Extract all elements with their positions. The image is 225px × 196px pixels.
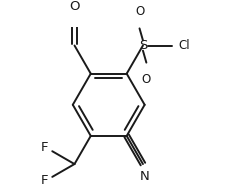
Text: F: F xyxy=(40,141,48,154)
Text: F: F xyxy=(40,174,48,187)
Text: O: O xyxy=(69,0,79,13)
Text: S: S xyxy=(138,39,146,52)
Text: O: O xyxy=(134,5,144,18)
Text: Cl: Cl xyxy=(177,39,189,52)
Text: N: N xyxy=(139,170,149,183)
Text: O: O xyxy=(141,73,150,86)
